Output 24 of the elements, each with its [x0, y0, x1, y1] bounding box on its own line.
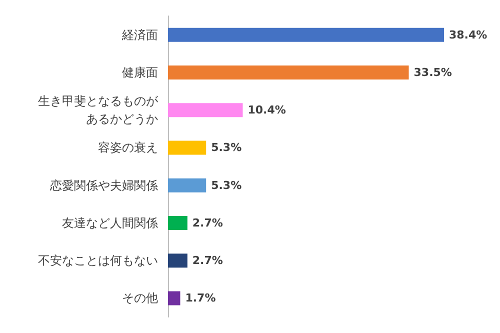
bar: [168, 65, 409, 80]
y-tick-label: 生き甲斐となるものがあるかどうか: [38, 94, 159, 126]
y-tick-label: 恋愛関係や夫婦関係: [49, 178, 158, 192]
y-tick-label: 不安なことは何もない: [38, 254, 158, 268]
bar: [168, 254, 188, 268]
bar: [168, 28, 444, 42]
bar: [168, 178, 206, 192]
data-label: 2.7%: [192, 216, 223, 230]
bar: [168, 216, 188, 230]
data-label: 5.3%: [211, 141, 242, 154]
y-tick-label: 友達など人間関係: [62, 216, 158, 230]
data-label: 2.7%: [192, 254, 223, 268]
y-tick-label: 容姿の衰え: [98, 140, 158, 155]
data-label: 33.5%: [414, 66, 452, 79]
data-label: 10.4%: [248, 104, 286, 117]
y-tick-label: 経済面: [121, 28, 158, 42]
data-label: 38.4%: [449, 28, 488, 42]
bar: [168, 140, 206, 155]
bar: [168, 291, 180, 306]
y-tick-label: 健康面: [122, 65, 158, 80]
data-label: 5.3%: [211, 178, 242, 192]
data-label: 1.7%: [185, 292, 216, 305]
y-tick-label: その他: [122, 291, 158, 306]
bar: [168, 103, 243, 118]
